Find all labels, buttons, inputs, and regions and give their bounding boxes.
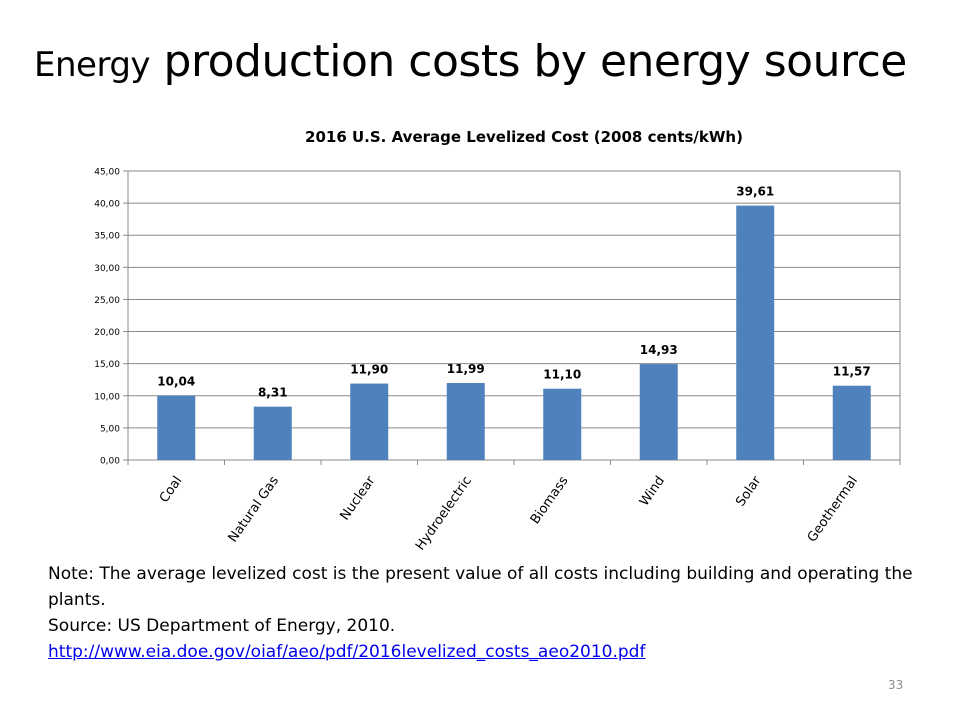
footnote: Note: The average levelized cost is the …: [48, 561, 928, 665]
bar-value-label: 10,04: [157, 375, 195, 389]
source-text: Source: US Department of Energy, 2010.: [48, 616, 396, 636]
page-title: Energy production costs by energy source: [34, 32, 907, 95]
title-part-2: production costs by energy source: [163, 36, 908, 87]
bar-value-label: 39,61: [736, 185, 774, 199]
y-tick-label: 30,00: [94, 264, 120, 274]
y-tick-label: 20,00: [94, 328, 120, 338]
bar: [446, 382, 485, 460]
y-tick-label: 25,00: [94, 296, 120, 306]
bar-value-label: 11,57: [833, 365, 871, 379]
y-tick-label: 15,00: [94, 360, 120, 370]
bar: [543, 388, 582, 460]
bar: [639, 364, 678, 460]
category-label: Hydroelectric: [413, 474, 475, 554]
bar-value-label: 8,31: [258, 386, 288, 400]
bar-value-label: 11,90: [350, 363, 388, 377]
category-label: Geothermal: [805, 474, 861, 545]
category-label: Nuclear: [338, 473, 379, 523]
y-tick-label: 10,00: [94, 392, 120, 402]
bar: [253, 406, 292, 460]
bar-value-label: 14,93: [640, 343, 678, 357]
y-tick-label: 40,00: [94, 200, 120, 210]
category-label: Wind: [637, 474, 668, 509]
y-tick-label: 0,00: [100, 457, 120, 467]
y-tick-label: 45,00: [94, 168, 120, 178]
page-number: 33: [888, 678, 904, 692]
bar: [350, 383, 389, 460]
category-label: Biomass: [528, 474, 572, 528]
category-label: Solar: [733, 473, 765, 509]
chart-title: 2016 U.S. Average Levelized Cost (2008 c…: [305, 128, 743, 146]
bar: [736, 205, 775, 460]
bar-value-label: 11,99: [447, 362, 485, 376]
y-tick-label: 5,00: [100, 424, 120, 434]
y-tick-label: 35,00: [94, 232, 120, 242]
category-label: Coal: [157, 474, 186, 506]
source-link[interactable]: http://www.eia.doe.gov/oiaf/aeo/pdf/2016…: [48, 642, 646, 662]
bar-value-label: 11,10: [543, 368, 581, 382]
note-text: Note: The average levelized cost is the …: [48, 564, 913, 610]
bar: [832, 385, 871, 460]
category-label: Natural Gas: [226, 474, 283, 546]
title-part-1: Energy: [34, 45, 151, 85]
bar: [157, 395, 196, 460]
